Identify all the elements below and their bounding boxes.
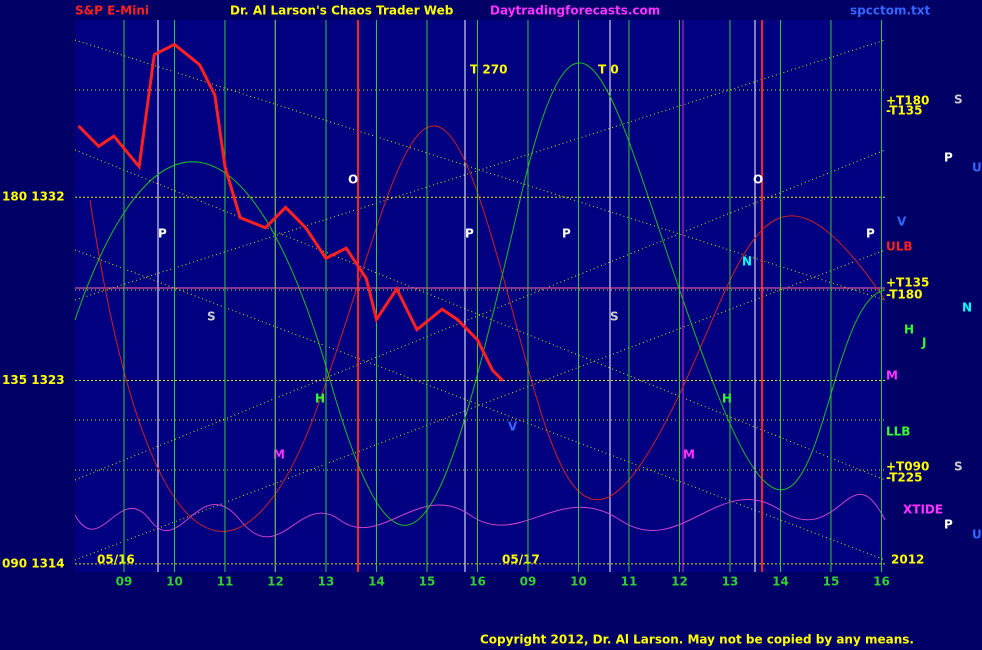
marker: S [610, 310, 619, 324]
annotation: T 0 [598, 63, 619, 77]
price-line [77, 42, 504, 382]
marker: N [962, 301, 972, 315]
chart-title: Dr. Al Larson's Chaos Trader Web [230, 4, 454, 18]
annotation: -T180 [886, 288, 922, 302]
marker: N [742, 255, 752, 269]
file-name: spcctom.txt [850, 4, 930, 18]
x-tick-label: 12 [267, 575, 284, 589]
annotation: -T225 [886, 471, 922, 485]
marker: M [683, 448, 695, 462]
marker: O [348, 173, 358, 187]
date-label: 05/17 [502, 553, 540, 567]
marker: P [944, 518, 953, 532]
marker: P [562, 227, 571, 241]
site: Daytradingforecasts.com [490, 4, 660, 18]
x-tick-label: 09 [520, 575, 537, 589]
marker: V [897, 215, 907, 229]
x-tick-label: 10 [570, 575, 587, 589]
annotations: T 270 T 0 +T180 -T135 ULB +T135 -T180 M … [97, 63, 982, 567]
marker: P [866, 227, 875, 241]
x-tick-label: 14 [368, 575, 385, 589]
x-tick-label: 13 [722, 575, 739, 589]
y-tick-label: 135 1323 [2, 373, 65, 387]
marker: S [954, 93, 963, 107]
marker: P [465, 227, 474, 241]
marker: S [207, 310, 216, 324]
annotation: -T135 [886, 104, 922, 118]
x-tick-label: 09 [116, 575, 133, 589]
marker: J [921, 336, 926, 350]
x-tick-label: 15 [823, 575, 840, 589]
annotation: T 270 [470, 63, 507, 77]
annotation: LLB [886, 425, 910, 439]
x-tick-label: 14 [772, 575, 789, 589]
marker: H [315, 392, 325, 406]
marker: H [904, 323, 914, 337]
x-tick-label: 13 [318, 575, 335, 589]
x-tick-label: 16 [873, 575, 890, 589]
marker: V [508, 420, 518, 434]
marker: U [972, 528, 982, 542]
annotation: +T180 [886, 94, 929, 108]
marker: M [273, 448, 285, 462]
x-tick-label: 16 [469, 575, 486, 589]
marker: P [944, 151, 953, 165]
x-tick-label: 10 [166, 575, 183, 589]
date-label: 05/16 [97, 553, 135, 567]
marker: S [954, 460, 963, 474]
x-tick-label: 11 [621, 575, 638, 589]
annotation: +T135 [886, 276, 929, 290]
marker: H [722, 392, 732, 406]
subtitle: S&P E-Mini [75, 4, 149, 18]
plot-area [75, 20, 885, 572]
marker: O [753, 173, 763, 187]
annotation: +T090 [886, 460, 929, 474]
marker: P [158, 227, 167, 241]
annotation: M [886, 369, 898, 383]
annotation: ULB [886, 240, 913, 254]
annotation: XTIDE [903, 503, 943, 517]
x-tick-label: 15 [419, 575, 436, 589]
x-tick-label: 12 [671, 575, 688, 589]
copyright: Copyright 2012, Dr. Al Larson. May not b… [480, 633, 914, 647]
marker: U [972, 161, 982, 175]
y-tick-label: 090 1314 [2, 556, 65, 570]
date-label: 2012 [891, 553, 924, 567]
y-tick-label: 180 1332 [2, 190, 65, 204]
x-tick-label: 11 [217, 575, 234, 589]
